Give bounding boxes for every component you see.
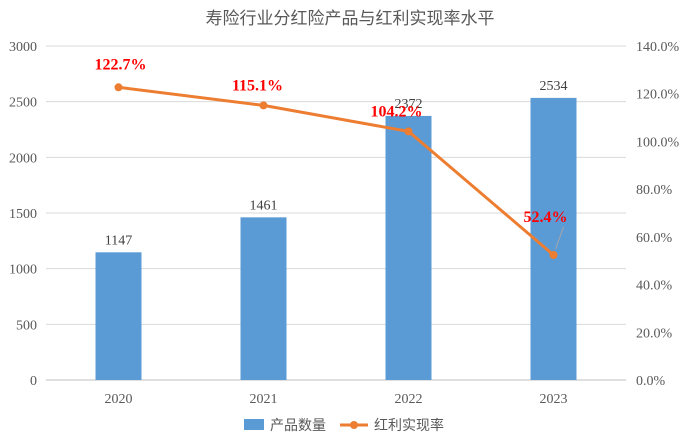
right-axis-tick-label: 0.0% (636, 374, 666, 389)
legend-swatch-bar (244, 419, 264, 430)
line-value-label: 122.7% (95, 56, 147, 73)
legend-swatch-marker (350, 421, 358, 429)
bar-value-label: 2372 (395, 97, 423, 112)
bar (385, 115, 432, 381)
right-axis-tick-label: 20.0% (636, 326, 673, 341)
x-axis-tick-label: 2021 (250, 392, 278, 407)
x-axis-tick-label: 2022 (395, 392, 423, 407)
left-axis-tick-label: 2500 (9, 96, 37, 111)
line-value-label: 104.2% (371, 103, 423, 120)
right-axis-tick-label: 100.0% (636, 135, 680, 150)
right-axis-tick-label: 40.0% (636, 279, 673, 294)
left-axis-tick-label: 500 (16, 318, 37, 333)
line-value-label: 115.1% (232, 77, 283, 94)
line-point (259, 101, 268, 110)
x-axis-tick-label: 2020 (105, 392, 133, 407)
data-label-leader (555, 226, 564, 250)
right-axis-tick-label: 60.0% (636, 231, 673, 246)
left-axis-tick-label: 3000 (9, 40, 37, 55)
line-point (404, 127, 413, 136)
right-axis-tick-label: 120.0% (636, 88, 680, 103)
legend-label: 红利实现率 (374, 417, 444, 434)
bar-value-label: 1147 (105, 233, 132, 248)
left-axis-tick-label: 2000 (9, 151, 37, 166)
bar (95, 252, 142, 380)
right-axis-tick-label: 140.0% (636, 40, 680, 55)
x-axis-tick-label: 2023 (540, 392, 568, 407)
left-axis-tick-label: 1000 (9, 263, 37, 278)
bar-value-label: 2534 (540, 79, 568, 94)
bar (530, 97, 577, 380)
left-axis-tick-label: 0 (30, 374, 37, 389)
legend-label: 产品数量 (270, 418, 326, 434)
line-value-label: 52.4% (524, 209, 568, 226)
bar (240, 217, 287, 380)
right-axis-tick-label: 80.0% (636, 183, 673, 198)
chart-title: 寿险行业分红险产品与红利实现率水平 (205, 9, 495, 29)
bar-value-label: 1461 (250, 198, 278, 213)
line-point (114, 83, 123, 92)
line-point (549, 250, 558, 259)
series-line (117, 85, 555, 257)
left-axis-tick-label: 1500 (9, 207, 37, 222)
